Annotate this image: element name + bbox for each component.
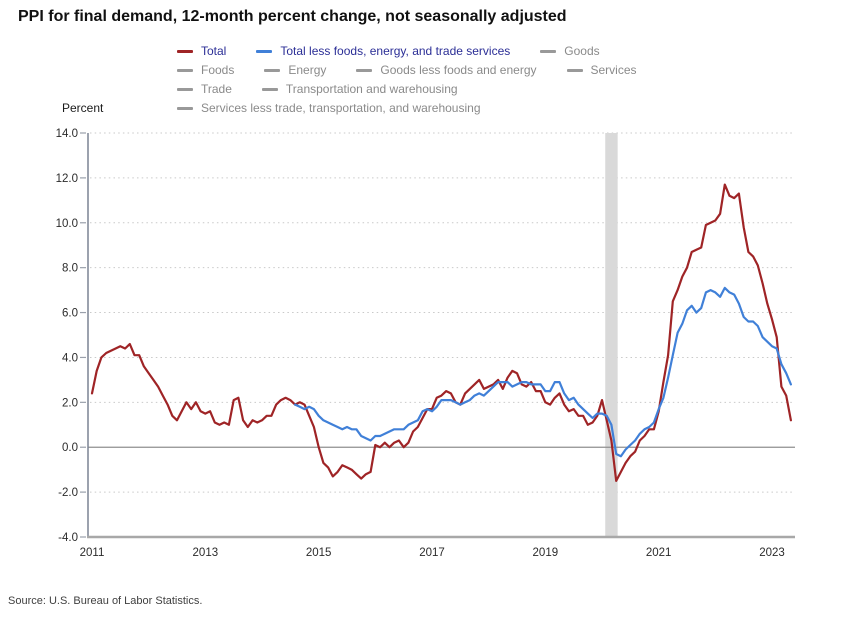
svg-text:2021: 2021 [646, 547, 672, 559]
legend-label-services-less: Services less trade, transportation, and… [201, 101, 481, 115]
svg-text:0.0: 0.0 [62, 442, 78, 454]
legend-item-foods[interactable]: Foods [177, 64, 234, 77]
legend-label-services: Services [590, 63, 637, 77]
legend-item-services-less-trade-transport[interactable]: Services less trade, transportation, and… [177, 102, 481, 115]
legend-label-transportation: Transportation and warehousing [285, 82, 458, 96]
legend-item-services[interactable]: Services [566, 63, 637, 77]
legend-label-energy: Energy [288, 63, 327, 77]
legend-item-goods[interactable]: Goods [540, 44, 600, 58]
legend-label-trade: Trade [201, 82, 232, 96]
legend-label-goods-less: Goods less foods and energy [380, 63, 537, 77]
svg-text:-2.0: -2.0 [58, 487, 78, 499]
legend-item-total-less-foods-energy-trade[interactable]: Total less foods, energy, and trade serv… [256, 45, 510, 58]
goods-line-swatch-icon [540, 50, 557, 53]
legend-label-total: Total [201, 44, 227, 58]
legend-row-4: Services less trade, transportation, and… [177, 102, 737, 115]
svg-text:12.0: 12.0 [56, 173, 78, 185]
chart-legend: Total Total less foods, energy, and trad… [177, 45, 737, 121]
svg-text:2023: 2023 [759, 547, 785, 559]
svg-text:10.0: 10.0 [56, 218, 78, 230]
legend-item-trade[interactable]: Trade [177, 83, 232, 96]
svg-text:4.0: 4.0 [62, 352, 78, 364]
svg-text:6.0: 6.0 [62, 308, 78, 320]
legend-row-1: Total Total less foods, energy, and trad… [177, 45, 737, 58]
services-line-swatch-icon [566, 69, 583, 72]
svg-text:2019: 2019 [533, 547, 559, 559]
svg-text:2015: 2015 [306, 547, 332, 559]
svg-text:2013: 2013 [193, 547, 219, 559]
trade-line-swatch-icon [177, 88, 193, 91]
svg-text:-4.0: -4.0 [58, 532, 78, 544]
source-note: Source: U.S. Bureau of Labor Statistics. [8, 595, 203, 607]
legend-row-3: Trade Transportation and warehousing [177, 83, 737, 96]
chart-title: PPI for final demand, 12-month percent c… [18, 8, 567, 25]
transportation-line-swatch-icon [261, 88, 278, 91]
foods-line-swatch-icon [177, 69, 193, 72]
legend-label-foods: Foods [201, 63, 235, 77]
svg-text:2.0: 2.0 [62, 397, 78, 409]
energy-line-swatch-icon [264, 69, 281, 72]
legend-label-goods: Goods [564, 44, 600, 58]
services-core-line-swatch-icon [177, 107, 193, 110]
svg-text:2011: 2011 [80, 547, 105, 559]
svg-text:14.0: 14.0 [56, 128, 78, 140]
legend-item-transportation-warehousing[interactable]: Transportation and warehousing [261, 82, 458, 96]
y-axis-title: Percent [62, 101, 104, 115]
total-line-swatch-icon [177, 50, 193, 53]
legend-item-total[interactable]: Total [177, 45, 226, 58]
legend-label-core: Total less foods, energy, and trade serv… [280, 44, 511, 58]
legend-item-goods-less-foods-energy[interactable]: Goods less foods and energy [356, 63, 537, 77]
legend-item-energy[interactable]: Energy [264, 64, 326, 77]
legend-row-2: Foods Energy Goods less foods and energy… [177, 64, 737, 77]
goods-core-line-swatch-icon [356, 69, 373, 72]
core-line-swatch-icon [256, 50, 273, 53]
svg-text:8.0: 8.0 [62, 263, 78, 275]
svg-text:2017: 2017 [419, 547, 445, 559]
